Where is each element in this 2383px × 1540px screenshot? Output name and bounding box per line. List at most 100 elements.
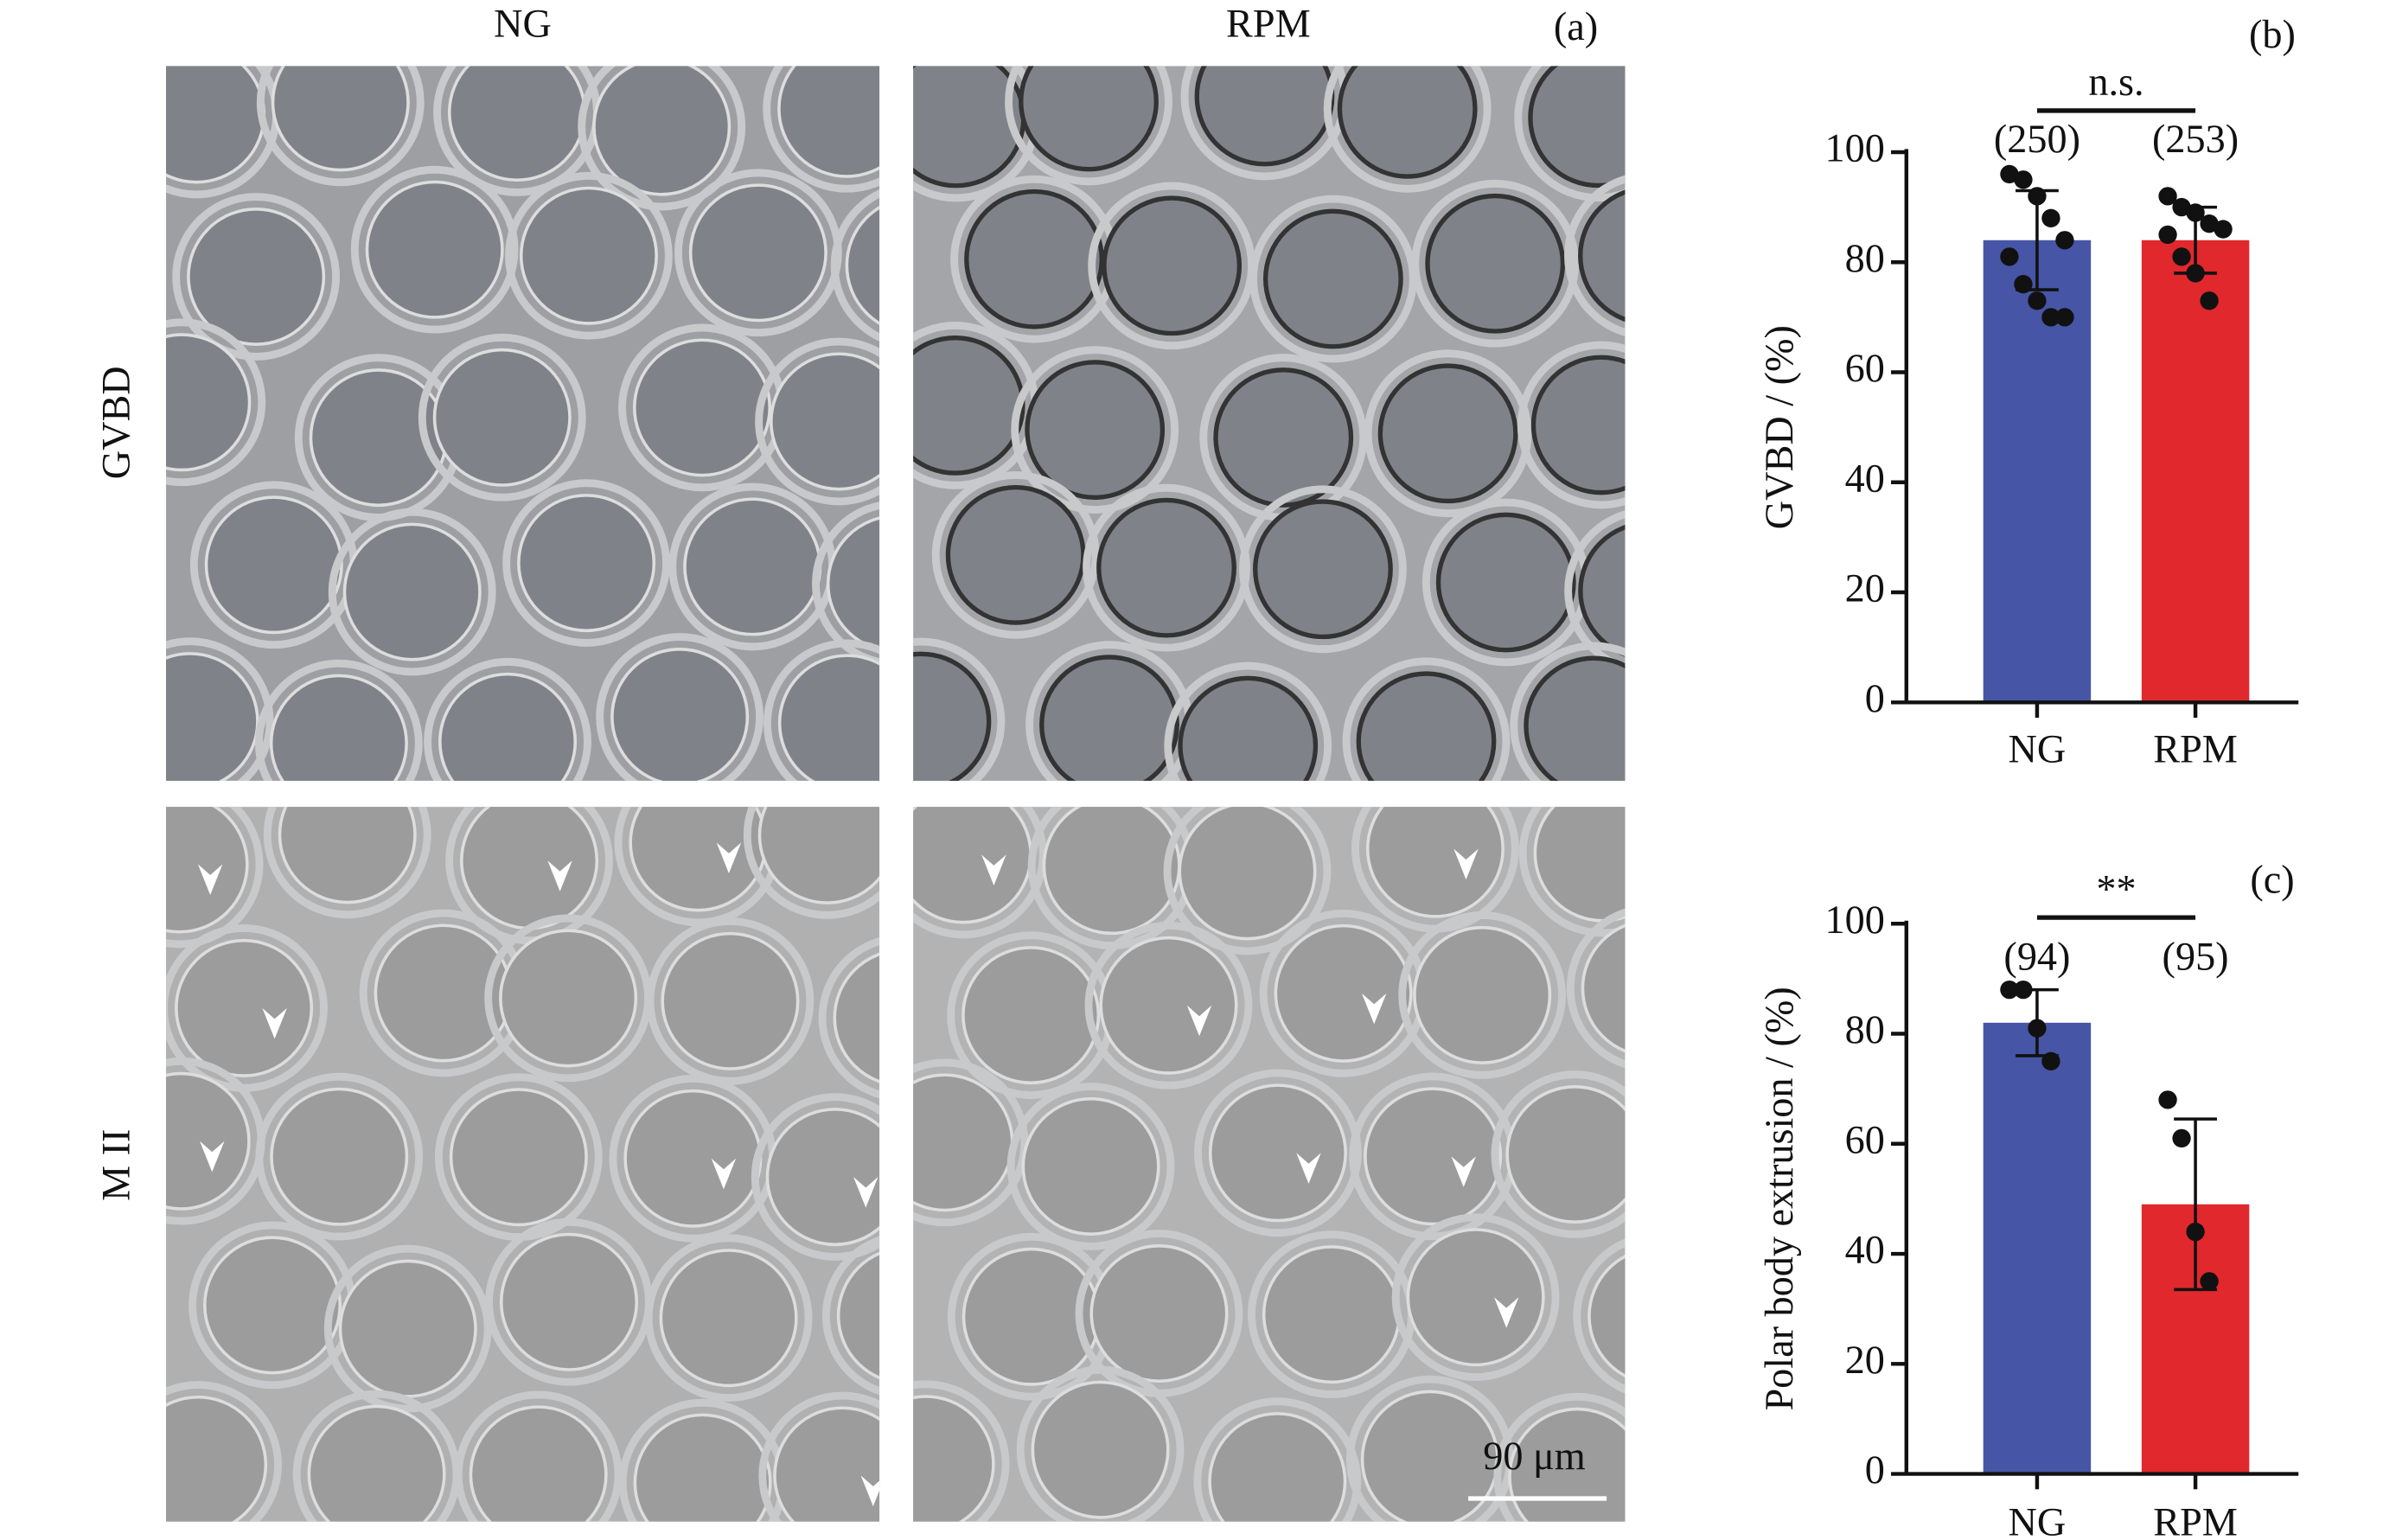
cell (833, 952, 880, 1083)
arrowhead (1493, 1297, 1519, 1328)
zona (821, 1236, 880, 1396)
x-tick-label: RPM (2153, 1500, 2238, 1540)
cell (1042, 807, 1181, 936)
cell (499, 929, 638, 1068)
cell (610, 648, 750, 781)
zona (1573, 1238, 1626, 1394)
y-axis-label: Polar body extrusion / (%) (1757, 987, 1801, 1410)
zona (454, 1390, 623, 1522)
cell (913, 807, 1032, 924)
zona (812, 502, 880, 667)
zona (1016, 1365, 1185, 1522)
arrowhead (716, 842, 742, 874)
cell (342, 522, 482, 661)
cell (1360, 1390, 1499, 1522)
data-point (2200, 1272, 2219, 1291)
zona (1518, 807, 1626, 937)
data-point (2158, 187, 2177, 206)
arrowhead (860, 1475, 880, 1507)
arrowhead (1296, 1153, 1321, 1184)
zona (751, 1093, 880, 1261)
cell (632, 338, 772, 477)
zona (172, 193, 341, 361)
data-point (2186, 203, 2205, 222)
zona (931, 470, 1100, 639)
y-axis-label: GVBD / (%) (1757, 325, 1801, 529)
count-label: (250) (1994, 117, 2080, 161)
zona (913, 1058, 1029, 1227)
zona (913, 1380, 1010, 1522)
cell (1413, 925, 1552, 1064)
data-point (2041, 1051, 2060, 1070)
zona (445, 807, 613, 945)
cell (1588, 1255, 1626, 1378)
data-point (2172, 197, 2191, 217)
zona (323, 1244, 492, 1413)
y-tick-label: 40 (1845, 456, 1885, 500)
zona (1510, 642, 1626, 781)
panel-label: (c) (2250, 858, 2294, 902)
zona (755, 337, 880, 506)
significance-label: ** (2096, 866, 2136, 911)
arrowhead (1451, 1156, 1476, 1187)
arrowhead (1186, 1005, 1212, 1037)
column-label: RPM (1226, 2, 1311, 46)
zona (1564, 510, 1626, 672)
cell (1208, 1412, 1347, 1522)
cell (519, 186, 658, 325)
y-tick-label: 60 (1845, 346, 1885, 390)
cell (945, 484, 1086, 625)
cell (1262, 208, 1403, 349)
y-tick-label: 80 (1845, 1007, 1885, 1051)
zona (758, 1391, 880, 1522)
cell (203, 1236, 342, 1375)
cell (777, 66, 880, 178)
zona (913, 807, 1047, 939)
cell (962, 946, 1101, 1085)
cell (845, 206, 880, 325)
cell (1031, 1380, 1170, 1519)
cell (365, 180, 504, 319)
cell (1356, 671, 1497, 781)
zona (350, 165, 519, 334)
cell (633, 1413, 772, 1522)
zona (1491, 1070, 1626, 1238)
cell (166, 652, 259, 781)
cell (338, 1259, 477, 1398)
cell (447, 66, 586, 182)
zona (166, 1381, 282, 1522)
cell (1533, 807, 1626, 923)
data-point (2028, 187, 2047, 206)
cell (1581, 923, 1626, 1053)
panel-label: (b) (2249, 12, 2296, 56)
cell (1208, 1083, 1347, 1223)
data-point (2041, 208, 2060, 227)
cell (1021, 1096, 1160, 1236)
zona (763, 639, 880, 781)
micrographs (166, 66, 1626, 1522)
cell (438, 672, 578, 781)
row-label: GVBD (93, 366, 137, 479)
panel-label: (a) (1554, 4, 1598, 48)
zona (1011, 346, 1179, 514)
y-tick-label: 80 (1845, 236, 1885, 280)
zona (644, 1234, 813, 1403)
arrowhead (547, 860, 572, 891)
cell (1178, 807, 1317, 941)
significance-label: n.s. (2088, 60, 2143, 104)
cell (913, 66, 1026, 189)
cell (913, 1073, 1014, 1212)
zona (763, 66, 880, 193)
cells (913, 66, 1626, 781)
cell (1019, 66, 1159, 172)
data-point (2000, 980, 2019, 1000)
cell (1274, 923, 1413, 1063)
cell (757, 807, 880, 904)
data-point (2014, 275, 2033, 294)
cell (1253, 499, 1393, 640)
zona (1084, 921, 1253, 1090)
cell (1262, 1245, 1401, 1384)
data-point (2158, 1090, 2177, 1109)
cell (683, 497, 822, 636)
